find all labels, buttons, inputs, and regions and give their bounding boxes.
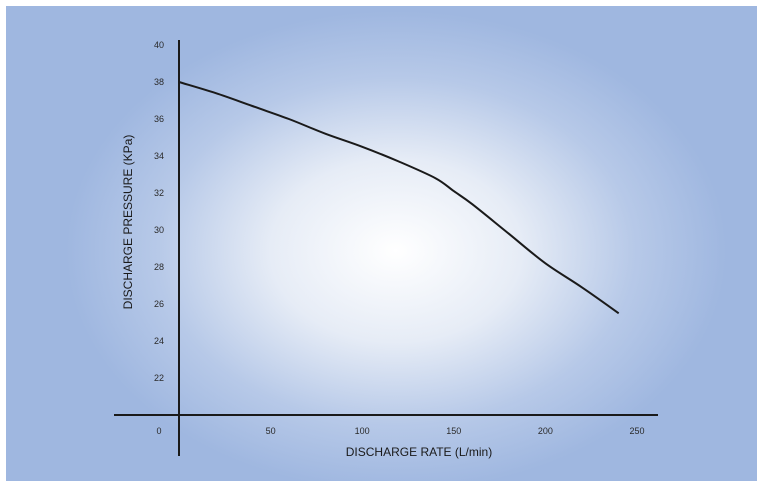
chart-panel: 0 50 100 150 200 250 22 24 26 28 30 32 34 36 38 40 DIS… <box>6 6 757 481</box>
x-tick-label: 150 <box>446 426 461 436</box>
x-axis-title: DISCHARGE RATE (L/min) <box>346 445 492 459</box>
y-tick-label: 40 <box>154 40 164 50</box>
x-tick-label: 0 <box>156 426 161 436</box>
y-tick-label: 22 <box>154 373 164 383</box>
y-tick-labels: 22 24 26 28 30 32 34 36 38 40 <box>154 40 164 383</box>
y-axis-title: DISCHARGE PRESSURE (KPa) <box>121 135 135 310</box>
y-tick-label: 36 <box>154 114 164 124</box>
x-tick-label: 200 <box>538 426 553 436</box>
x-tick-label: 250 <box>629 426 644 436</box>
x-tick-labels: 0 50 100 150 200 250 <box>156 426 644 436</box>
y-tick-label: 30 <box>154 225 164 235</box>
y-tick-label: 34 <box>154 151 164 161</box>
x-tick-label: 50 <box>266 426 276 436</box>
y-tick-label: 26 <box>154 299 164 309</box>
series-line-0 <box>178 81 620 315</box>
y-tick-label: 24 <box>154 336 164 346</box>
line-chart: 0 50 100 150 200 250 22 24 26 28 30 32 34 36 38 40 DIS… <box>114 40 658 459</box>
x-tick-label: 100 <box>355 426 370 436</box>
y-tick-label: 28 <box>154 262 164 272</box>
y-tick-label: 38 <box>154 77 164 87</box>
axes <box>114 40 658 456</box>
series-group <box>178 81 620 315</box>
y-tick-label: 32 <box>154 188 164 198</box>
